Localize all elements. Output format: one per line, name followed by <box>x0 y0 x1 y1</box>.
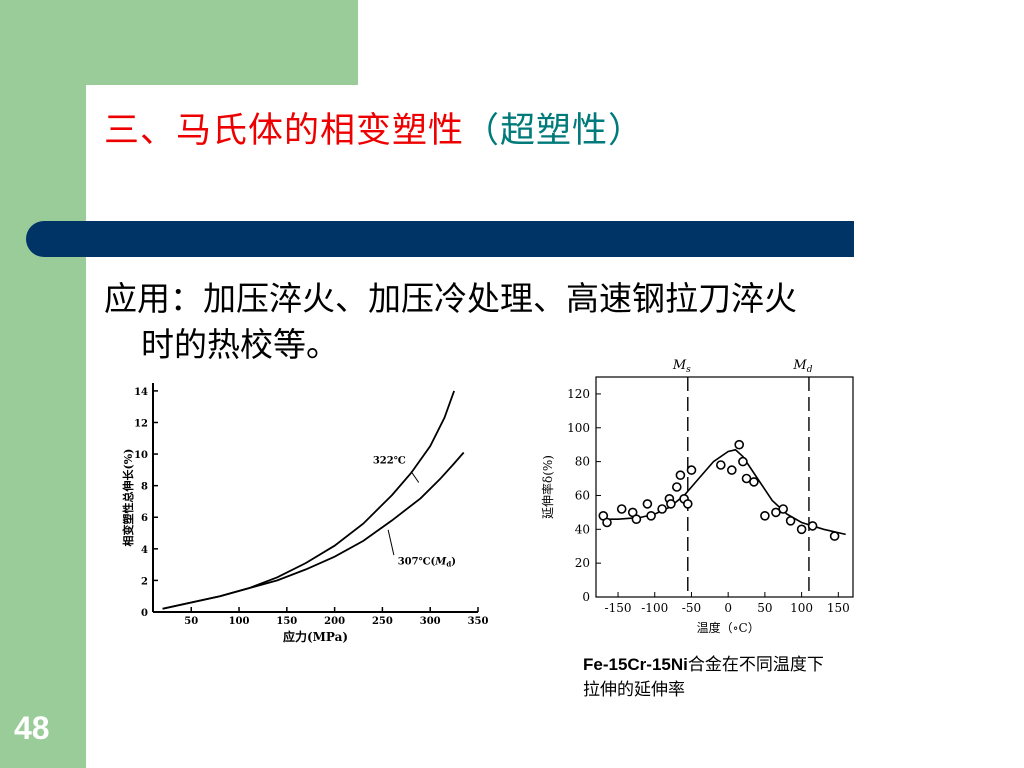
data-point <box>666 499 676 509</box>
data-point <box>602 517 612 528</box>
data-point <box>778 504 789 514</box>
body-line-2: 时的热校等。 <box>141 325 339 364</box>
series-label-2-md: M <box>434 557 447 568</box>
data-point <box>749 477 759 487</box>
data-point <box>760 510 770 521</box>
y-tick-label: 12 <box>134 418 148 429</box>
vline-label-1: Ms <box>672 358 691 375</box>
caption-line-2: 拉伸的延伸率 <box>583 680 685 700</box>
series-label-2-sub: d <box>446 560 451 569</box>
series-label-1: 322℃ <box>373 456 406 467</box>
x-tick-label: 200 <box>324 616 345 627</box>
data-point <box>616 504 627 514</box>
y-tick-label: 40 <box>575 522 590 536</box>
slide-title: 三、马氏体的相变塑性（超塑性） <box>104 102 644 153</box>
y-tick-label: 14 <box>134 387 148 398</box>
data-point <box>646 510 656 521</box>
series-label-2: 307℃(Md) <box>398 557 456 569</box>
x-tick-label: 300 <box>420 616 441 627</box>
top-accent-bar <box>86 0 358 85</box>
title-paren: （超塑性） <box>464 111 645 151</box>
data-point <box>671 482 682 492</box>
x-tick-label: -50 <box>682 601 701 615</box>
temperature-elongation-chart: 0 20 40 60 80 100 120 -150 -100 -50 0 50 100 150 温度（∘C… <box>540 358 854 635</box>
data-point <box>741 473 752 484</box>
vline-label-sub-1: s <box>686 365 691 375</box>
x-tick-label: -100 <box>641 601 668 615</box>
y-axis-title: 相变塑性总伸长(%) <box>121 449 135 547</box>
data-point <box>642 499 653 509</box>
y-axis-title: 延伸率δ(%) <box>540 455 555 519</box>
y-tick-label: 100 <box>567 421 590 435</box>
data-point <box>631 514 642 525</box>
x-axis-title: 温度（∘C） <box>697 620 760 635</box>
data-point <box>686 465 697 475</box>
x-tick-label: 100 <box>790 601 813 615</box>
left-accent-bar <box>0 0 86 768</box>
caption-alloy: Fe-15Cr-15Ni <box>583 655 688 674</box>
caption-line-1: 合金在不同温度下 <box>687 655 824 675</box>
vline-label-sub-2: d <box>807 365 813 375</box>
x-tick-label: 350 <box>468 616 489 627</box>
x-tick-label: 100 <box>229 616 250 627</box>
slide-number: 48 <box>14 710 50 746</box>
y-tick-label: 80 <box>575 455 590 469</box>
series-label-2-close: ) <box>451 557 456 568</box>
data-point <box>682 499 693 509</box>
y-tick-label: 0 <box>582 590 590 604</box>
x-tick-label: 50 <box>184 616 198 627</box>
data-point <box>829 531 840 541</box>
y-tick-label: 120 <box>567 387 590 401</box>
body-line-1: 应用：加压淬火、加压冷处理、高速钢拉刀淬火 <box>104 279 797 318</box>
data-point <box>807 521 818 531</box>
y-tick-label: 10 <box>134 450 148 461</box>
y-tick-label: 0 <box>141 608 148 619</box>
data-point <box>657 504 667 514</box>
title-main: 三、马氏体的相变塑性 <box>104 111 465 151</box>
y-tick-label: 4 <box>141 545 148 556</box>
data-point <box>675 470 686 481</box>
title-divider-bar <box>26 221 854 257</box>
data-point <box>726 465 737 475</box>
x-tick-label: -150 <box>605 601 632 615</box>
y-tick-label: 2 <box>141 576 148 587</box>
stress-elongation-chart: 0 2 4 6 8 10 12 14 50 100 150 200 250 300 350 应力(MPa) 相变… <box>121 383 488 644</box>
data-point <box>738 456 748 467</box>
data-point <box>715 460 726 470</box>
x-tick-label: 0 <box>724 601 732 615</box>
body-text: 应用：加压淬火、加压冷处理、高速钢拉刀淬火 时的热校等。 <box>104 276 964 368</box>
x-tick-label: 50 <box>757 601 772 615</box>
figure-caption: Fe-15Cr-15Ni合金在不同温度下 拉伸的延伸率 <box>583 652 913 703</box>
y-tick-label: 6 <box>141 513 148 524</box>
x-axis-title: 应力(MPa) <box>283 629 348 644</box>
x-tick-label: 150 <box>827 601 850 615</box>
data-point <box>785 515 796 526</box>
y-tick-label: 20 <box>575 556 590 570</box>
plot-frame <box>595 376 854 598</box>
series-leader-1 <box>410 471 420 483</box>
y-tick-label: 8 <box>141 482 148 493</box>
y-tick-label: 60 <box>575 488 590 502</box>
data-point <box>796 524 807 535</box>
series-line-1 <box>162 390 455 610</box>
series-leader-2 <box>387 529 395 556</box>
data-point <box>734 439 745 450</box>
series-line-2 <box>162 451 465 610</box>
x-tick-label: 250 <box>372 616 393 627</box>
vline-label-2: Md <box>792 358 812 375</box>
x-tick-label: 150 <box>276 616 297 627</box>
